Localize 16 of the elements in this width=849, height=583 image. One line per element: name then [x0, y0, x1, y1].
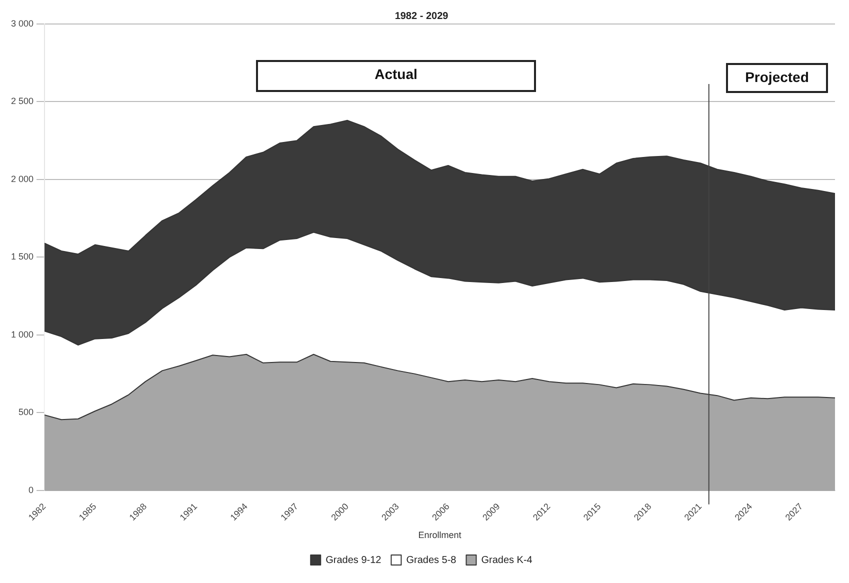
y-tick-label: 1 000 — [10, 329, 34, 340]
annotation: Projected — [745, 69, 809, 85]
y-tick-label: 0 — [28, 484, 34, 495]
annotation: Actual — [374, 66, 418, 82]
caption-box: Actual — [256, 60, 536, 92]
legend-label: Grades 9-12 — [326, 554, 382, 566]
caption-box: Projected — [726, 63, 828, 93]
y-tick-label: 1 500 — [10, 252, 34, 262]
y-tick-label: 500 — [18, 407, 34, 418]
x-axis-title: Enrollment — [418, 530, 462, 540]
chart-title: 1982 - 2029 — [394, 10, 449, 22]
y-tick-label: 3 000 — [10, 18, 34, 28]
legend-label: Grades K-4 — [481, 554, 533, 566]
y-tick-label: 2 500 — [10, 96, 34, 106]
legend-label: Grades 5-8 — [406, 554, 457, 566]
y-tick-label: 2 000 — [10, 174, 34, 184]
